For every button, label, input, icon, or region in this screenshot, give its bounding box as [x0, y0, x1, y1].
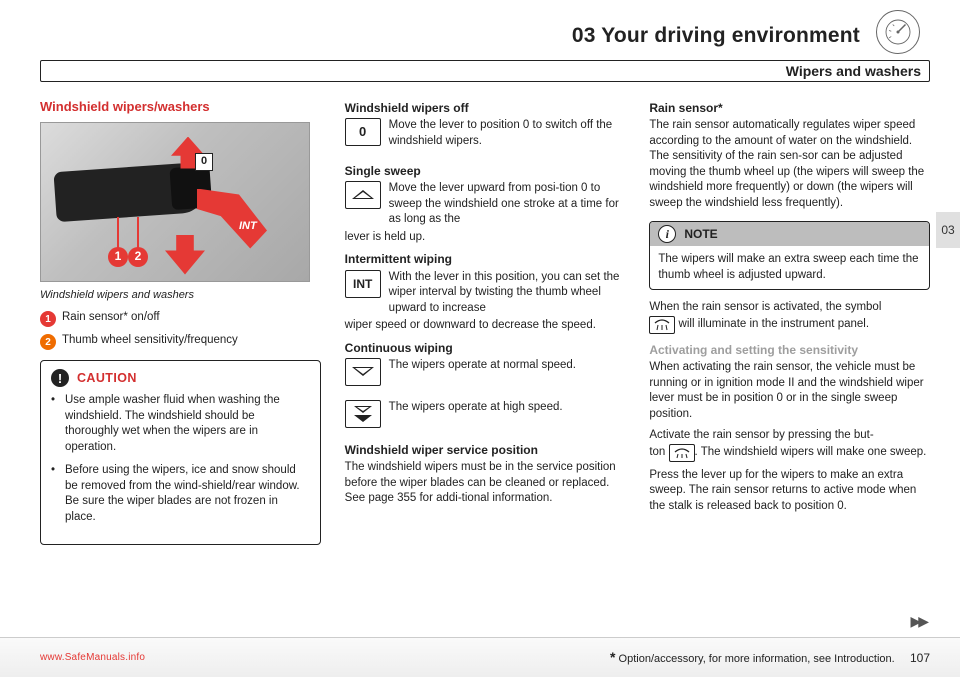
footer-right: * Option/accessory, for more information… [610, 648, 930, 667]
star-icon: * [610, 649, 615, 665]
footer-watermark: www.SafeManuals.info [40, 651, 145, 665]
page-number: 107 [910, 651, 930, 665]
mode-head: Continuous wiping [345, 340, 626, 356]
press-paragraph: Press the lever up for the wipers to mak… [649, 468, 930, 515]
chapter-tab: 03 [936, 212, 960, 248]
zero-box: 0 [195, 153, 213, 171]
two-triangle-icon [354, 406, 372, 422]
btn-p-a: Activate the rain sensor by pressing the… [649, 429, 873, 441]
chapter-title: 03 Your driving environment [572, 22, 860, 50]
caution-item: Before using the wipers, ice and snow sh… [51, 463, 310, 525]
mode-row: The wipers operate at high speed. [345, 400, 626, 428]
caution-item: Use ample washer fluid when washing the … [51, 393, 310, 455]
mode-text: The wipers operate at high speed. [389, 400, 626, 428]
mode-box-two-tri [345, 400, 381, 428]
footer-option: Option/accessory, for more information, … [619, 653, 895, 665]
mode-text: Move the lever to position 0 to switch o… [389, 118, 626, 149]
mode-box-zero: 0 [345, 118, 381, 146]
callout-text-1: Rain sensor* on/off [62, 310, 160, 326]
illustration-caption: Windshield wipers and washers [40, 288, 321, 303]
mode-box-int: INT [345, 270, 381, 298]
header: 03 Your driving environment [40, 28, 930, 50]
mode-head: Intermittent wiping [345, 251, 626, 267]
exclamation-icon: ! [51, 369, 69, 387]
callout-row-2: 2 Thumb wheel sensitivity/frequency [40, 333, 321, 350]
note-title: NOTE [684, 226, 717, 242]
section-box: Wipers and washers [40, 60, 930, 82]
gauge-icon [876, 10, 920, 54]
service-text: The windshield wipers must be in the ser… [345, 460, 626, 507]
mode-row: Move the lever upward from posi-tion 0 t… [345, 181, 626, 228]
columns: Windshield wipers/washers INT 0 1 2 Wind… [40, 98, 930, 622]
caution-list: Use ample washer fluid when washing the … [51, 393, 310, 525]
mode-box-tri-up [345, 181, 381, 209]
mode-text: With the lever in this position, you can… [389, 270, 626, 317]
callout-row-1: 1 Rain sensor* on/off [40, 310, 321, 327]
mode-head: Windshield wipers off [345, 100, 626, 116]
button-paragraph: Activate the rain sensor by pressing the… [649, 428, 930, 462]
info-icon: i [658, 225, 676, 243]
after-note-1a: When the rain sensor is activated, the s… [649, 301, 881, 313]
section-title: Wipers and washers [786, 62, 921, 81]
caution-title: CAUTION [77, 370, 137, 387]
callout-line-1 [117, 217, 119, 251]
col-left: Windshield wipers/washers INT 0 1 2 Wind… [40, 98, 321, 622]
footer: www.SafeManuals.info * Option/accessory,… [0, 637, 960, 677]
col-right: Rain sensor* The rain sensor automatical… [649, 98, 930, 622]
after-note-line: When the rain sensor is activated, the s… [649, 300, 930, 334]
service-head: Windshield wiper service position [345, 442, 626, 458]
note-box: i NOTE The wipers will make an extra swe… [649, 221, 930, 290]
btn-p-c: . The windshield wipers will make one sw… [695, 446, 927, 458]
wiper-stalk-illustration: INT 0 1 2 [40, 122, 310, 282]
mode-row: 0 Move the lever to position 0 to switch… [345, 118, 626, 149]
mode-tail: wiper speed or downward to decrease the … [345, 318, 626, 334]
mode-row: The wipers operate at normal speed. [345, 358, 626, 386]
col1-title: Windshield wipers/washers [40, 98, 321, 116]
caution-box: ! CAUTION Use ample washer fluid when wa… [40, 360, 321, 544]
activate-paragraph: When activating the rain sensor, the veh… [649, 360, 930, 422]
rain-paragraph: The rain sensor automatically regulates … [649, 118, 930, 211]
after-note-1b: will illuminate in the instrument panel. [679, 318, 869, 330]
callout-badge-1: 1 [40, 311, 56, 327]
btn-p-b: ton [649, 446, 665, 458]
mode-box-tri-dn [345, 358, 381, 386]
page: 03 Your driving environment Wipers and w… [0, 0, 960, 677]
arrow-down-icon [165, 235, 205, 275]
mode-text: Move the lever upward from posi-tion 0 t… [389, 181, 626, 228]
rain-symbol-icon [649, 316, 675, 334]
mode-head: Single sweep [345, 163, 626, 179]
int-label: INT [239, 219, 257, 234]
mode-row: INT With the lever in this position, you… [345, 270, 626, 317]
stalk-shape [53, 161, 206, 221]
col-middle: Windshield wipers off 0 Move the lever t… [345, 98, 626, 622]
mode-tail: lever is held up. [345, 230, 626, 246]
note-body: The wipers will make an extra sweep each… [650, 246, 929, 289]
rain-head: Rain sensor* [649, 100, 930, 116]
activate-head: Activating and setting the sensitivity [649, 342, 930, 358]
callout-text-2: Thumb wheel sensitivity/frequency [62, 333, 238, 349]
note-header: i NOTE [650, 222, 929, 246]
callout-badge-2: 2 [40, 334, 56, 350]
rain-button-icon [669, 444, 695, 462]
continue-icon: ▶▶ [910, 612, 926, 631]
callout-circle-1: 1 [108, 247, 128, 267]
mode-text: The wipers operate at normal speed. [389, 358, 626, 386]
callout-line-2 [137, 217, 139, 251]
caution-header: ! CAUTION [51, 369, 310, 387]
callout-circle-2: 2 [128, 247, 148, 267]
